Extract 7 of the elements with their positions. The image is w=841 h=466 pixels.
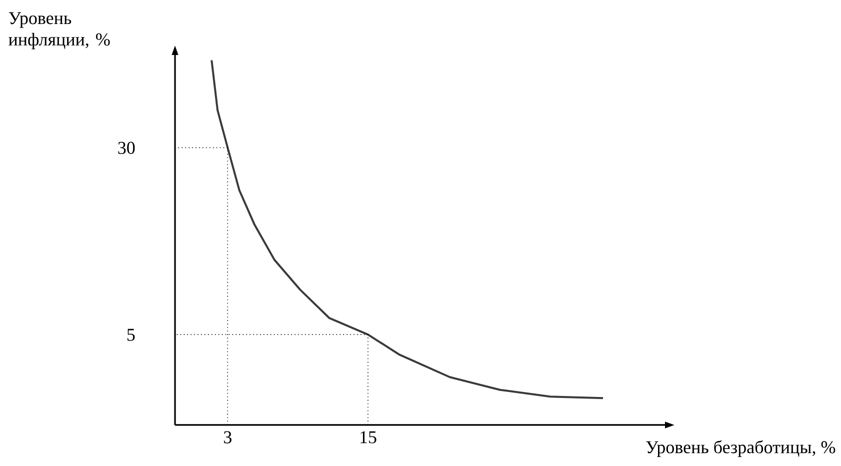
x-tick-label: 3: [224, 431, 232, 444]
x-tick-label: 15: [360, 431, 376, 444]
line-series: [210, 59, 604, 400]
x-axis-title: Уровень безработицы, %: [646, 440, 836, 457]
y-tick-label: 5: [127, 328, 135, 341]
y-tick-label: 30: [118, 142, 135, 154]
y-axis-title: Уровень инфляции, %: [8, 12, 110, 50]
